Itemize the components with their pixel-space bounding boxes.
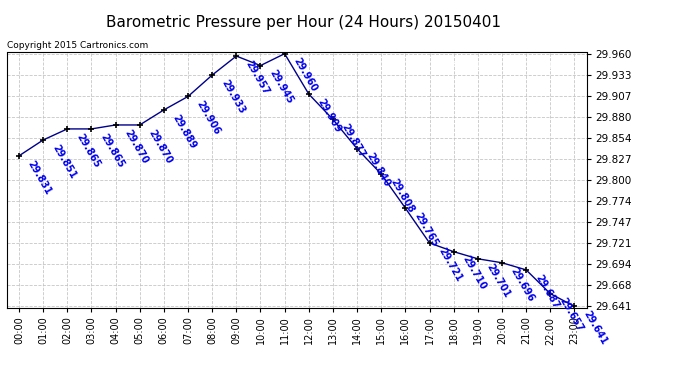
Text: 29.865: 29.865 [99,132,126,169]
Text: 29.870: 29.870 [123,128,150,165]
Text: 29.957: 29.957 [244,59,270,96]
Text: 29.870: 29.870 [147,128,174,165]
Text: 29.696: 29.696 [509,266,536,303]
Text: 29.831: 29.831 [26,159,53,196]
Text: 29.721: 29.721 [437,246,464,283]
Text: 29.851: 29.851 [50,143,77,180]
Text: 29.808: 29.808 [388,177,415,214]
Text: 29.933: 29.933 [219,78,246,116]
Text: 29.909: 29.909 [316,97,343,134]
Text: 29.687: 29.687 [533,273,560,310]
Text: 29.906: 29.906 [195,99,222,137]
Text: Barometric Pressure per Hour (24 Hours) 20150401: Barometric Pressure per Hour (24 Hours) … [106,15,501,30]
Text: 29.701: 29.701 [485,262,512,299]
Text: 29.765: 29.765 [413,211,440,248]
Text: 29.710: 29.710 [461,255,488,292]
Text: 29.877: 29.877 [340,122,367,160]
Text: 29.889: 29.889 [171,113,198,150]
Text: 29.840: 29.840 [364,152,391,189]
Text: Copyright 2015 Cartronics.com: Copyright 2015 Cartronics.com [7,41,148,50]
Text: 29.945: 29.945 [268,68,295,106]
Text: 29.865: 29.865 [75,132,101,169]
Text: 29.641: 29.641 [582,309,609,347]
Text: 29.657: 29.657 [558,296,584,334]
Text: 29.960: 29.960 [292,57,319,94]
